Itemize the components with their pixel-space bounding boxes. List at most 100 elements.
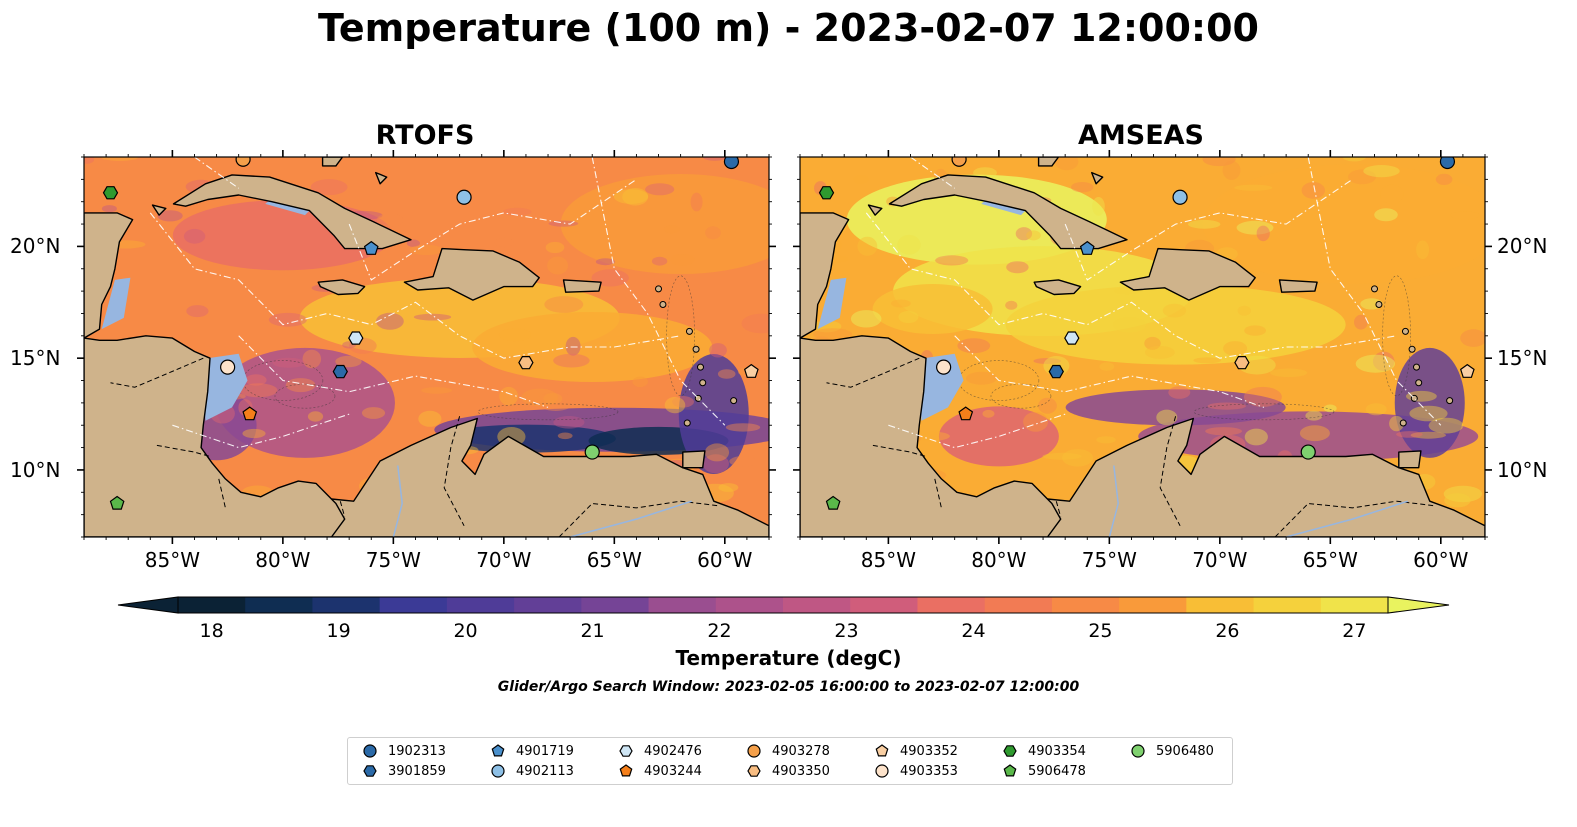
eddy	[1223, 341, 1248, 356]
legend-item: 4903354	[1002, 742, 1086, 760]
eddy	[335, 355, 362, 368]
legend-marker-icon	[875, 744, 889, 757]
eddy	[1062, 449, 1094, 467]
eddy	[1301, 182, 1326, 199]
eddy	[285, 378, 316, 393]
temperature-anomaly	[435, 424, 616, 453]
y-tick-label-left: 10°N	[10, 457, 61, 482]
isobath-contour	[990, 383, 1052, 409]
legend-marker-4901719	[491, 744, 505, 757]
legend-label: 4903278	[772, 743, 830, 759]
eez-boundary	[910, 157, 956, 189]
colorbar-bin	[984, 597, 1053, 613]
panel-title-rtofs: RTOFS	[375, 120, 475, 151]
country-border	[218, 478, 226, 509]
eddy	[935, 255, 969, 266]
eddy	[717, 369, 736, 379]
eddy	[502, 207, 532, 216]
eddy	[725, 423, 761, 432]
eddy	[543, 393, 563, 405]
legend-label: 4903244	[644, 763, 702, 779]
eddy	[663, 225, 680, 234]
eddy	[853, 174, 869, 184]
river	[1285, 500, 1408, 537]
eddy	[553, 353, 590, 368]
eddy	[418, 410, 442, 427]
obs-marker-4902113	[1172, 189, 1188, 205]
island	[730, 397, 738, 405]
eddy	[101, 205, 117, 213]
eddy	[1188, 219, 1221, 229]
obs-marker-1902313	[1439, 157, 1456, 170]
obs-marker-4902113	[456, 189, 472, 205]
map-frame	[83, 156, 770, 538]
country-border	[156, 444, 211, 457]
shallow-shelf	[101, 277, 131, 330]
temperature-anomaly	[872, 284, 993, 334]
legend-marker-4903353	[875, 764, 889, 778]
legend-label: 4901719	[516, 743, 574, 759]
land-isla1	[151, 204, 167, 216]
legend-marker-icon	[619, 745, 633, 757]
eddy	[973, 167, 997, 179]
legend-label: 4902476	[644, 743, 702, 759]
land-yucatan	[84, 212, 134, 339]
legend-marker-icon	[747, 765, 761, 777]
x-tick-label-rtofs: 80°W	[255, 548, 311, 572]
colorbar-bin	[1253, 597, 1322, 613]
eddy	[1389, 415, 1404, 432]
obs-marker-4903350	[518, 356, 534, 370]
island	[1413, 363, 1420, 371]
x-tick-label-rtofs: 70°W	[476, 548, 532, 572]
eddy	[1005, 300, 1018, 310]
country-border	[826, 357, 920, 388]
country-border	[443, 416, 465, 527]
legend-marker-4903352	[875, 744, 889, 757]
eddy	[857, 236, 878, 256]
eez-boundary	[238, 335, 549, 408]
legend-item: 4903278	[746, 742, 830, 760]
obs-marker-4903353	[220, 359, 236, 375]
legend-marker-icon	[619, 764, 633, 777]
eddy	[553, 416, 585, 429]
eddy	[376, 213, 404, 228]
eddy	[1299, 425, 1330, 442]
eez-boundary	[888, 413, 1066, 449]
eddy	[705, 226, 721, 240]
tick-marks	[77, 150, 776, 544]
map-panel-amseas	[793, 150, 1492, 544]
shallow-shelf	[817, 277, 847, 330]
legend-marker-5906478	[1003, 764, 1017, 777]
island	[1371, 285, 1379, 293]
eddy	[1071, 182, 1094, 193]
isobath-contour	[1382, 275, 1411, 397]
island	[685, 327, 693, 335]
eddy	[850, 310, 882, 328]
eddy	[605, 340, 638, 348]
eddy	[268, 312, 307, 327]
eddy	[1450, 211, 1480, 220]
colorbar-extend-low	[117, 596, 179, 614]
temperature-anomaly	[1394, 347, 1465, 458]
obs-marker-5906478	[825, 495, 841, 510]
colorbar-bin	[783, 597, 851, 613]
eddy	[1092, 197, 1105, 216]
eddy	[1099, 362, 1115, 371]
eddy	[1144, 345, 1175, 359]
eddy	[670, 253, 695, 266]
legend-label: 3901859	[388, 763, 446, 779]
x-tick-label-rtofs: 75°W	[365, 548, 421, 572]
eddy	[702, 454, 729, 474]
map-frame	[799, 156, 1486, 538]
legend-marker-icon	[1003, 745, 1017, 757]
obs-marker-4903244	[242, 406, 258, 421]
island	[1401, 327, 1409, 335]
colorbar-bin	[178, 597, 246, 613]
legend-item: 4903244	[618, 762, 702, 780]
colorbar-tick-label: 26	[1215, 620, 1240, 642]
y-tick-label-right: 10°N	[1497, 457, 1548, 482]
x-tick-label-amseas: 60°W	[1413, 548, 1469, 572]
eddy	[1323, 404, 1337, 413]
land-jamaica	[1033, 279, 1082, 296]
obs-marker-4903354	[102, 186, 119, 200]
